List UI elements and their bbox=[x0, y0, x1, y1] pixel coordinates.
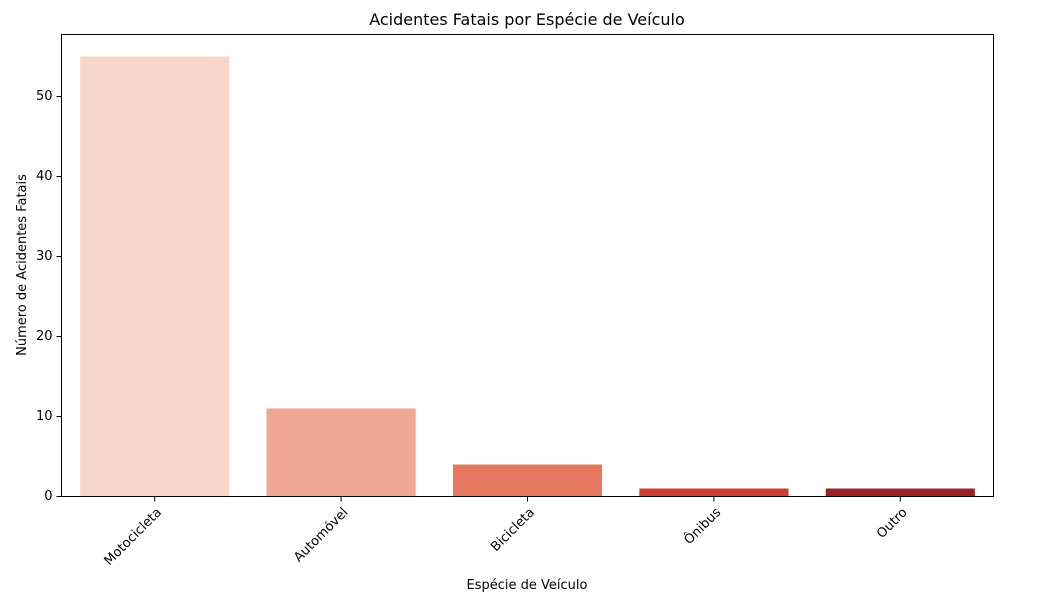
bar-4 bbox=[639, 488, 789, 497]
chart-title: Acidentes Fatais por Espécie de Veículo bbox=[369, 10, 685, 29]
bar-3 bbox=[452, 464, 603, 497]
x-tick-label: Automóvel bbox=[291, 505, 351, 565]
y-tick-label: 20 bbox=[36, 329, 53, 344]
y-axis-ticks: 0 10 20 30 40 50 bbox=[36, 89, 62, 504]
y-tick-label: 0 bbox=[44, 489, 52, 504]
x-axis-ticks: Motocicleta Automóvel Bicicleta Ônibus Outro bbox=[101, 496, 911, 569]
x-axis-label: Espécie de Veículo bbox=[467, 578, 588, 593]
y-tick-label: 10 bbox=[36, 409, 53, 424]
y-tick-label: 50 bbox=[36, 89, 53, 104]
y-axis-label: Número de Acidentes Fatais bbox=[15, 174, 30, 356]
y-tick-label: 40 bbox=[36, 169, 53, 184]
plot-frame bbox=[61, 34, 994, 497]
bar-2 bbox=[266, 408, 416, 497]
bar-5 bbox=[825, 488, 975, 497]
x-tick-label: Motocicleta bbox=[101, 505, 165, 569]
x-tick-label: Ônibus bbox=[681, 504, 725, 548]
bar-1 bbox=[80, 56, 230, 497]
bars-group bbox=[80, 56, 975, 497]
y-tick-label: 30 bbox=[36, 249, 53, 264]
x-tick-label: Outro bbox=[874, 505, 911, 542]
x-tick-label: Bicicleta bbox=[488, 505, 538, 555]
